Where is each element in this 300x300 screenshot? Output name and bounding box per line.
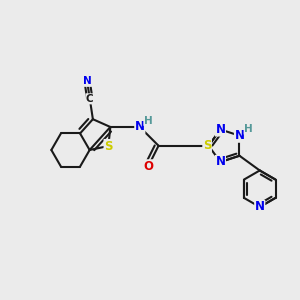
Text: N: N [235,129,244,142]
Text: N: N [255,200,265,214]
Text: N: N [215,155,225,169]
Text: C: C [86,94,94,104]
Text: H: H [244,124,253,134]
Text: N: N [83,76,92,86]
Text: O: O [143,160,153,173]
Text: S: S [203,139,212,152]
Text: N: N [215,123,225,136]
Text: S: S [104,140,112,152]
Text: H: H [144,116,152,125]
Text: N: N [135,121,145,134]
